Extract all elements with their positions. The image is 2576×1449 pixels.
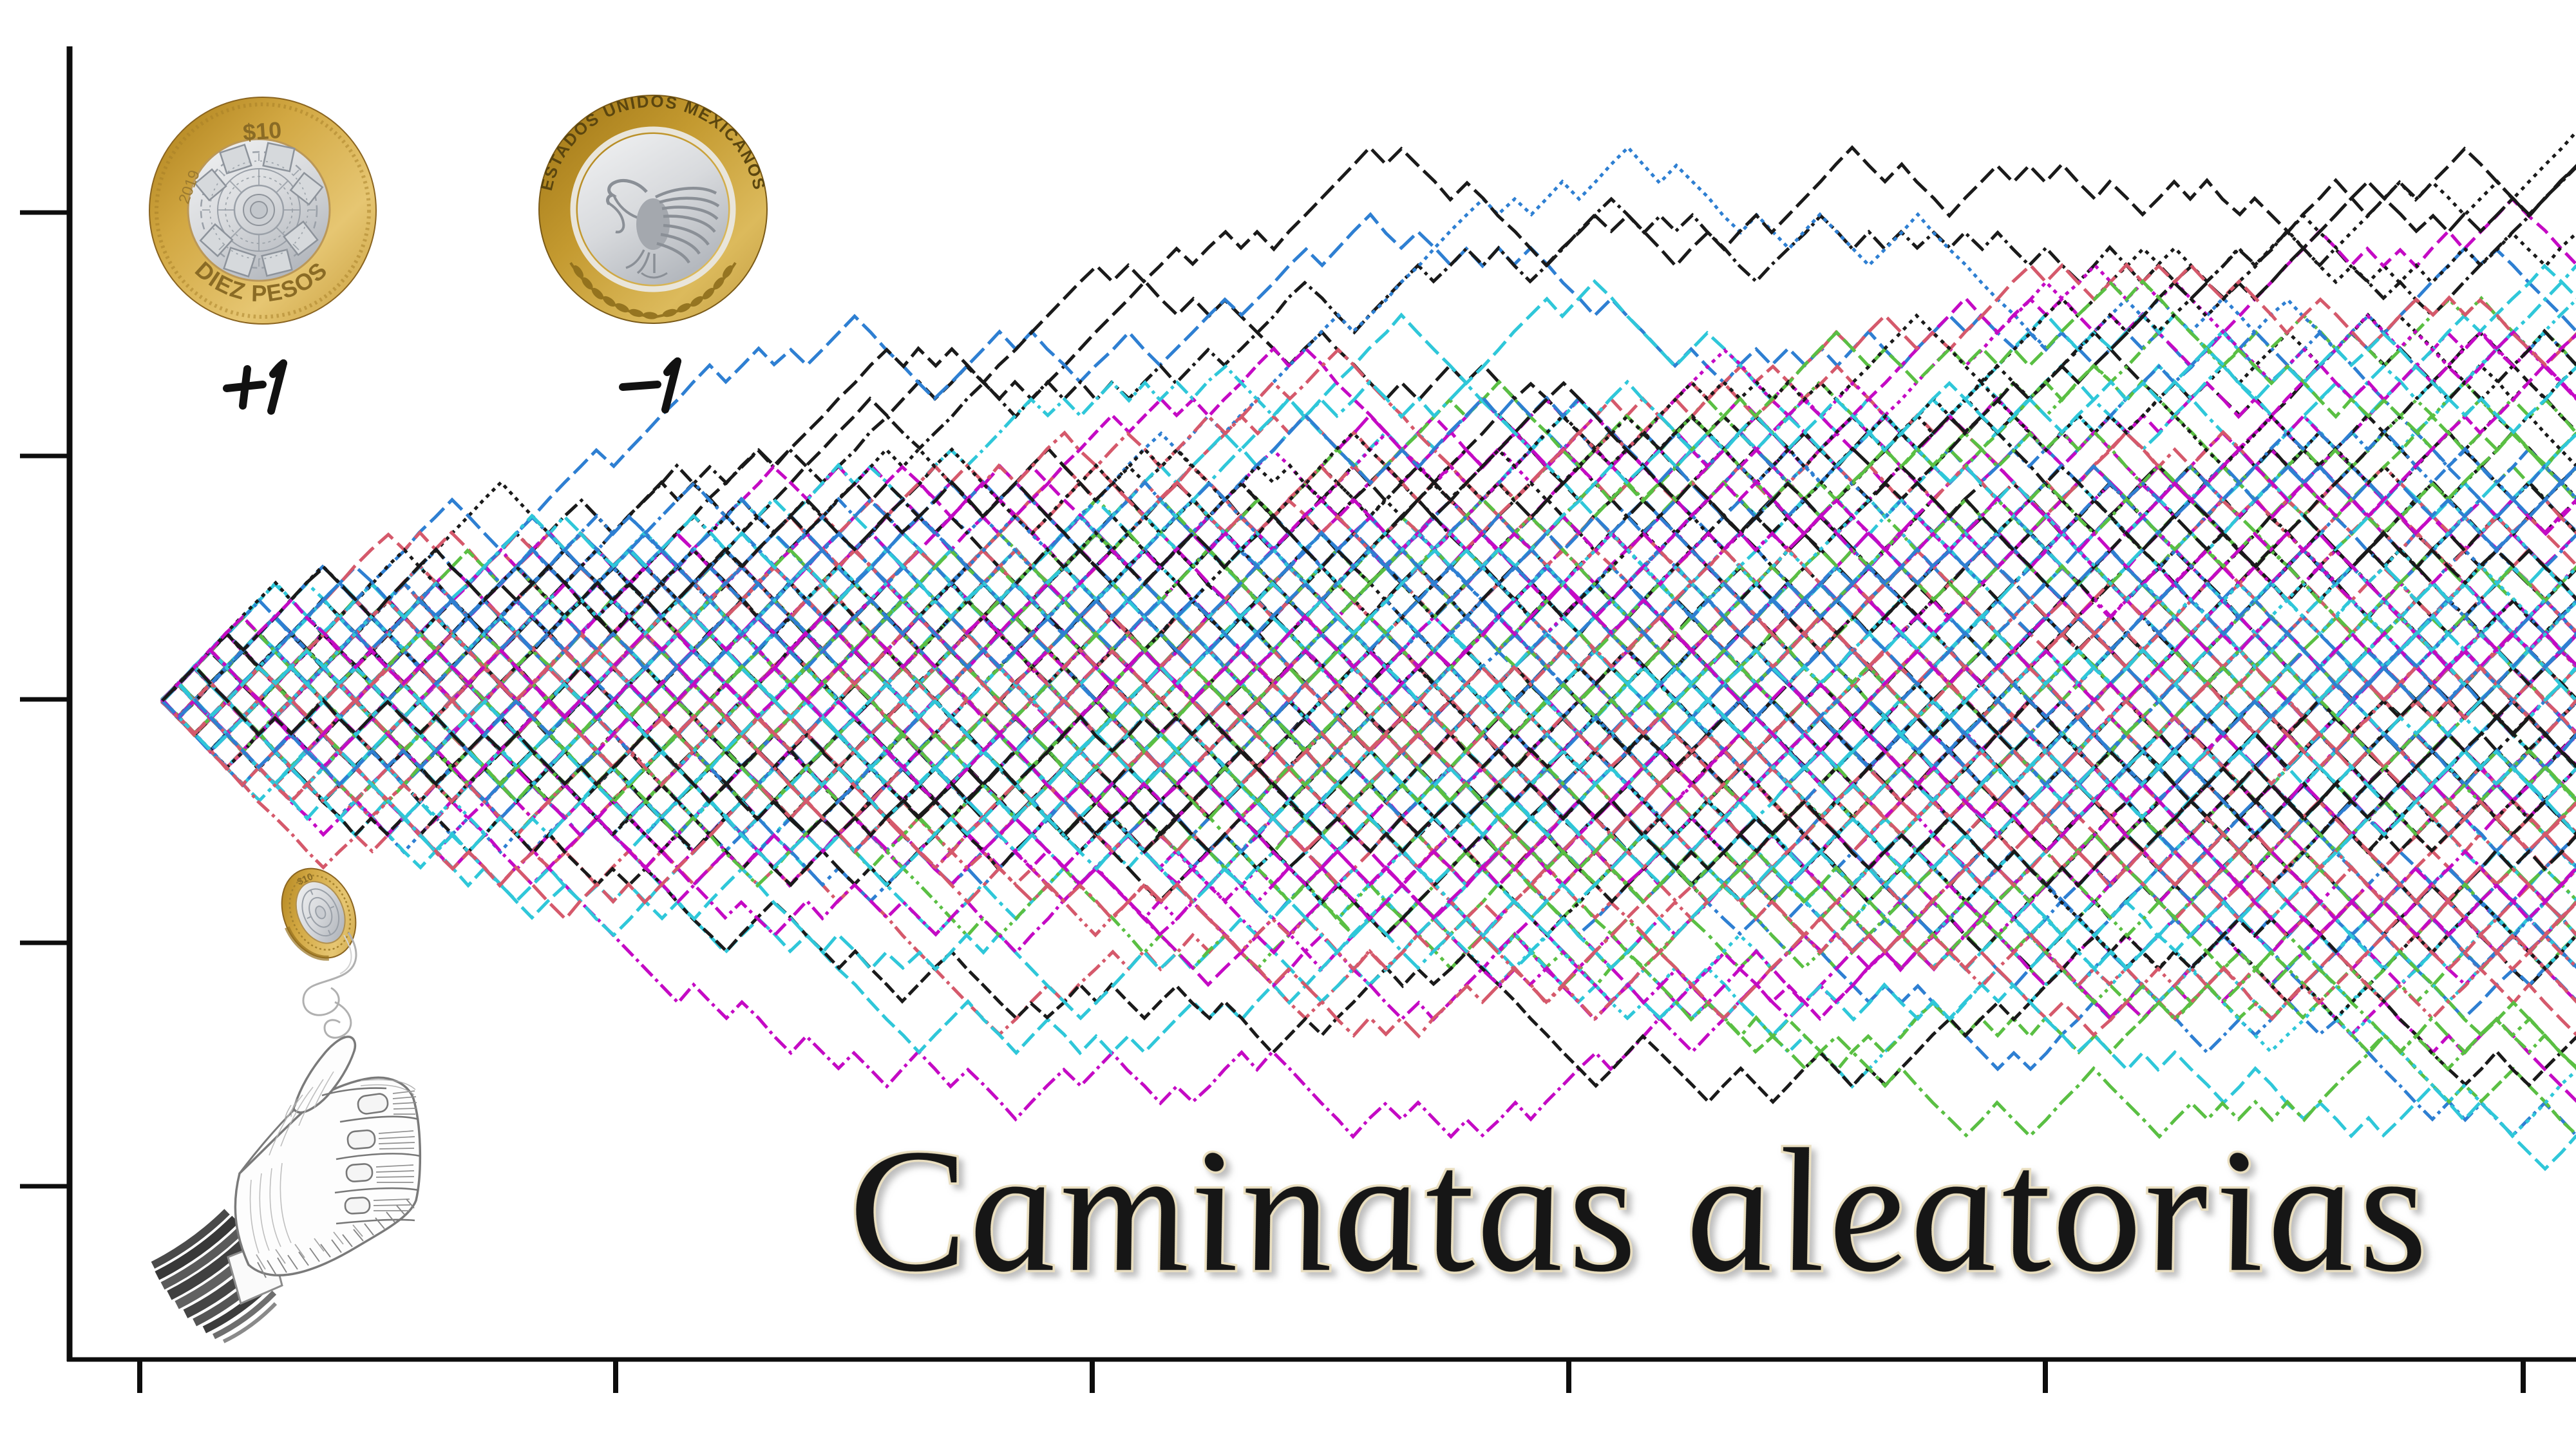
svg-text:$10: $10 (242, 117, 283, 146)
svg-text:Caminatas aleatorias: Caminatas aleatorias (829, 1112, 2442, 1309)
